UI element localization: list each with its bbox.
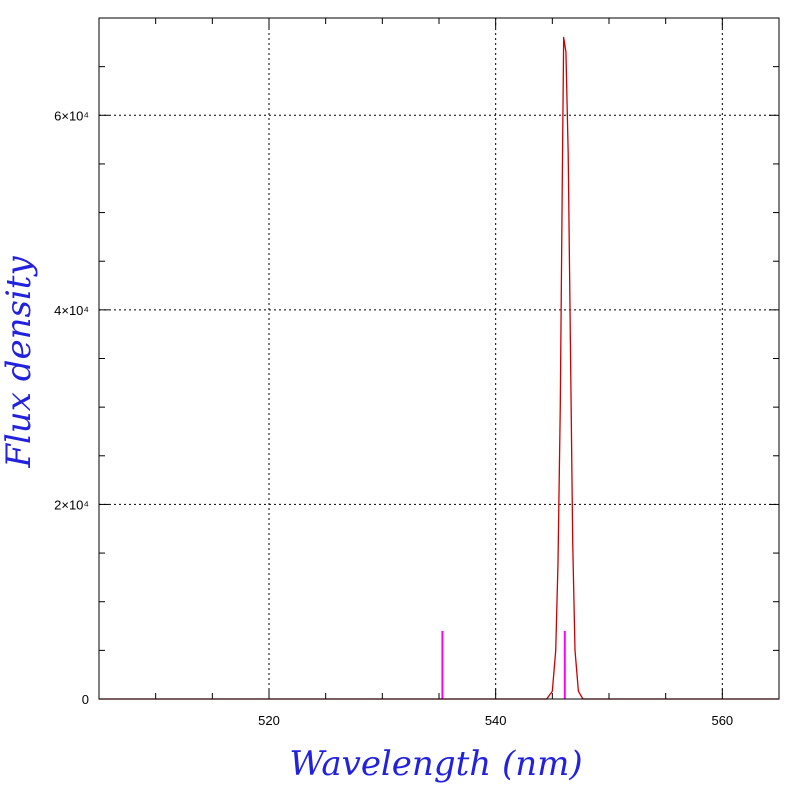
y-axis-title: Flux density — [0, 256, 39, 469]
plot-frame — [98, 17, 780, 700]
marker-layer — [441, 630, 566, 699]
x-tick-labels: 520 540 560 — [258, 713, 733, 728]
x-tick-label: 560 — [711, 713, 733, 728]
minor-ticks — [98, 17, 780, 700]
series-layer — [99, 36, 779, 700]
y-tick-labels: 0 2×10⁴ 4×10⁴ 6×10⁴ — [54, 108, 89, 707]
y-tick-label: 0 — [82, 692, 89, 707]
plot-background — [99, 18, 779, 699]
grid-lines — [99, 18, 779, 699]
y-tick-label: 4×10⁴ — [54, 303, 89, 318]
y-tick-label: 6×10⁴ — [54, 108, 89, 123]
x-tick-label: 520 — [258, 713, 280, 728]
x-axis-title: Wavelength (nm) — [289, 744, 582, 784]
x-tick-label: 540 — [485, 713, 507, 728]
spectrum-line — [99, 36, 779, 700]
y-tick-label: 2×10⁴ — [54, 497, 89, 512]
